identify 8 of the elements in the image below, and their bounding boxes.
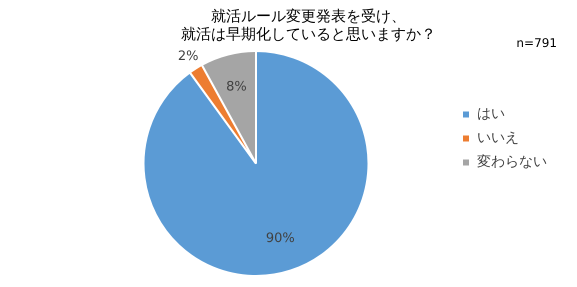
data-label: 2% [178, 49, 199, 64]
data-label: 90% [266, 230, 295, 246]
legend-label: はい [477, 106, 505, 122]
data-label: 8% [226, 80, 247, 95]
chart-title: 就活ルール変更発表を受け、就活は早期化していると思いますか？ [181, 6, 436, 43]
legend-label: いいえ [477, 130, 519, 146]
legend-label: 変わらない [477, 154, 547, 170]
text: n=791 [516, 36, 557, 50]
